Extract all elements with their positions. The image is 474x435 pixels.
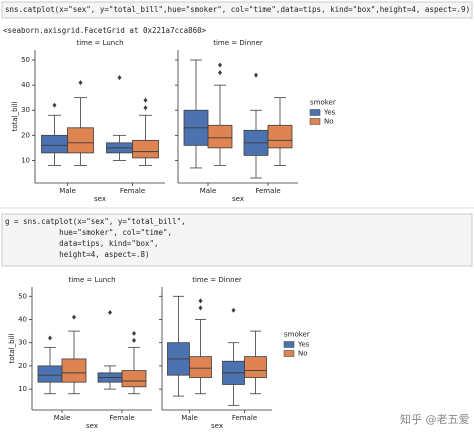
box xyxy=(132,139,159,159)
y-tick-label: 10 xyxy=(18,385,27,393)
outlier xyxy=(72,314,76,320)
y-tick-label: 20 xyxy=(21,131,30,139)
outlier xyxy=(254,72,258,78)
box xyxy=(37,365,63,383)
legend-swatch xyxy=(309,118,321,125)
outlier xyxy=(143,97,148,103)
box xyxy=(67,127,94,154)
outlier xyxy=(108,310,112,316)
x-tick-label: Female xyxy=(232,414,257,422)
x-tick-label: Female xyxy=(255,187,280,195)
watermark: 知乎 @老五爱 xyxy=(400,412,470,426)
legend-title: smoker xyxy=(284,331,310,339)
outlier xyxy=(231,307,236,313)
box xyxy=(207,124,233,149)
x-axis-label: sex xyxy=(211,422,223,430)
box xyxy=(244,356,267,378)
outlier xyxy=(218,62,222,68)
x-tick-label: Female xyxy=(109,414,134,422)
y-tick-label: 40 xyxy=(18,315,27,323)
legend-swatch xyxy=(283,341,295,348)
outlier xyxy=(143,105,148,111)
legend-label: No xyxy=(324,118,334,126)
code-line: g = sns.catplot(x="sex", y="total_bill", xyxy=(5,217,186,226)
x-tick-label: Male xyxy=(181,414,198,422)
x-tick-label: Male xyxy=(200,187,217,195)
y-axis-label: total_bill xyxy=(8,334,16,364)
y-axis-label: total_bill xyxy=(11,102,19,132)
box xyxy=(61,358,87,383)
x-axis-label: sex xyxy=(232,195,244,203)
outlier xyxy=(132,337,136,343)
x-tick-label: Male xyxy=(59,187,76,195)
outlier xyxy=(48,335,52,341)
outlier xyxy=(198,298,203,304)
code-line: data=tips, kind="box", xyxy=(5,239,159,248)
panel-title: time = Lunch xyxy=(76,39,123,47)
y-tick-label: 10 xyxy=(21,156,30,164)
code-cell[interactable] xyxy=(1,1,473,19)
y-tick-label: 50 xyxy=(18,292,27,300)
cell-output: <seaborn.axisgrid.FacetGrid at 0x221a7cc… xyxy=(3,26,207,35)
panel-title: time = Dinner xyxy=(213,39,263,47)
outlier xyxy=(78,80,83,86)
box xyxy=(121,370,147,388)
legend-title: smoker xyxy=(310,99,336,107)
code-line: height=4, aspect=.8) xyxy=(5,250,150,259)
code-cell[interactable] xyxy=(1,213,473,267)
legend-label: Yes xyxy=(323,109,336,117)
y-tick-label: 40 xyxy=(21,81,30,89)
y-tick-label: 50 xyxy=(21,56,30,64)
legend-label: Yes xyxy=(297,341,310,349)
x-axis-label: sex xyxy=(94,195,106,203)
outlier xyxy=(218,70,222,76)
legend-swatch xyxy=(309,109,321,116)
code-line: sns.catplot(x="sex", y="total_bill",hue=… xyxy=(5,5,470,14)
x-axis-label: sex xyxy=(86,422,98,430)
box xyxy=(189,356,212,378)
outlier xyxy=(132,330,136,336)
outlier xyxy=(52,102,57,108)
legend-label: No xyxy=(298,350,308,358)
panel-title: time = Lunch xyxy=(68,276,115,284)
box xyxy=(41,134,68,154)
y-tick-label: 30 xyxy=(21,106,30,114)
y-tick-label: 20 xyxy=(18,362,27,370)
code-line: hue="smoker", col="time", xyxy=(5,228,172,237)
panel-title: time = Dinner xyxy=(192,276,242,284)
y-tick-label: 30 xyxy=(18,339,27,347)
box xyxy=(267,124,293,149)
outlier xyxy=(198,305,203,311)
outlier xyxy=(117,75,122,81)
x-tick-label: Female xyxy=(120,187,145,195)
legend-swatch xyxy=(283,350,295,357)
x-tick-label: Male xyxy=(54,414,71,422)
